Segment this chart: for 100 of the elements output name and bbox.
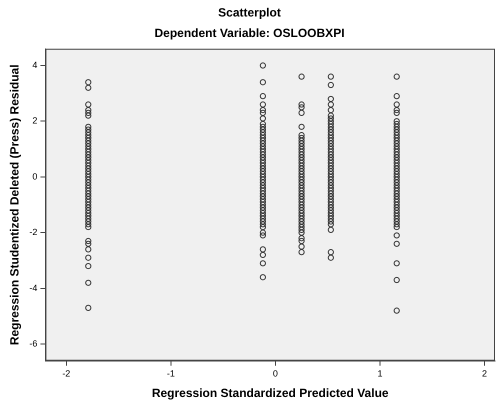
y-tick-label: 4 xyxy=(32,60,38,70)
point xyxy=(298,218,305,225)
point xyxy=(298,198,305,206)
point xyxy=(85,246,92,252)
point xyxy=(328,207,334,214)
point xyxy=(328,249,334,256)
point xyxy=(298,138,305,144)
y-tick-label: -6 xyxy=(29,338,38,349)
point xyxy=(394,202,400,208)
point xyxy=(328,148,334,155)
point xyxy=(260,162,266,169)
point xyxy=(260,106,266,114)
point xyxy=(85,106,92,114)
point xyxy=(85,84,92,91)
x-tick-label: 1 xyxy=(377,368,382,379)
point xyxy=(260,146,266,152)
point xyxy=(298,152,305,158)
point xyxy=(260,93,266,100)
point xyxy=(298,174,305,180)
point xyxy=(394,101,400,108)
point xyxy=(328,157,334,164)
point xyxy=(85,204,92,211)
point xyxy=(260,210,266,216)
point xyxy=(85,224,92,230)
point xyxy=(328,198,334,206)
point xyxy=(394,260,400,266)
point xyxy=(328,171,334,178)
point xyxy=(298,243,305,250)
point xyxy=(85,218,92,225)
point xyxy=(394,140,400,147)
point xyxy=(298,235,305,242)
chart-title: Scatterplot xyxy=(218,6,281,20)
point xyxy=(328,202,334,208)
point xyxy=(328,74,334,80)
point xyxy=(328,120,334,128)
point xyxy=(260,232,266,239)
point xyxy=(328,221,334,228)
point xyxy=(298,165,305,172)
point xyxy=(85,124,92,130)
point xyxy=(394,190,400,197)
point xyxy=(260,115,266,122)
point xyxy=(298,226,305,233)
point xyxy=(260,138,266,144)
point xyxy=(85,221,92,228)
point xyxy=(260,252,266,258)
point xyxy=(298,230,305,236)
point xyxy=(260,174,266,180)
point xyxy=(394,134,400,142)
point xyxy=(394,143,400,150)
point xyxy=(328,152,334,158)
point xyxy=(394,184,400,192)
point xyxy=(394,240,400,247)
point xyxy=(394,106,400,114)
point xyxy=(328,82,334,88)
point xyxy=(85,202,92,208)
point xyxy=(260,176,266,183)
point xyxy=(298,101,305,108)
point xyxy=(394,126,400,133)
point xyxy=(260,120,266,128)
point xyxy=(328,126,334,133)
point xyxy=(85,154,92,161)
point xyxy=(298,182,305,188)
point xyxy=(328,96,334,102)
point xyxy=(260,62,266,69)
point xyxy=(298,162,305,169)
point xyxy=(85,165,92,172)
point xyxy=(260,152,266,158)
point xyxy=(85,196,92,202)
point xyxy=(85,179,92,186)
point xyxy=(328,174,334,180)
point xyxy=(85,79,92,86)
point xyxy=(328,132,334,138)
point xyxy=(260,132,266,138)
point xyxy=(394,93,400,100)
point xyxy=(328,162,334,169)
x-tick-label: -1 xyxy=(166,368,175,379)
point xyxy=(328,140,334,147)
point xyxy=(260,101,266,108)
point xyxy=(85,101,92,108)
point xyxy=(394,212,400,220)
point xyxy=(298,168,305,174)
point xyxy=(85,193,92,200)
point xyxy=(394,216,400,222)
point xyxy=(85,126,92,133)
point xyxy=(260,207,266,214)
point xyxy=(85,176,92,183)
point xyxy=(328,188,334,194)
point xyxy=(328,212,334,220)
point xyxy=(85,162,92,169)
point xyxy=(298,216,305,222)
point xyxy=(85,184,92,192)
point xyxy=(394,204,400,211)
point xyxy=(394,165,400,172)
point xyxy=(298,196,305,202)
point xyxy=(328,143,334,150)
point xyxy=(85,174,92,180)
point xyxy=(298,148,305,155)
point xyxy=(85,304,92,311)
point xyxy=(394,224,400,230)
point xyxy=(394,157,400,164)
